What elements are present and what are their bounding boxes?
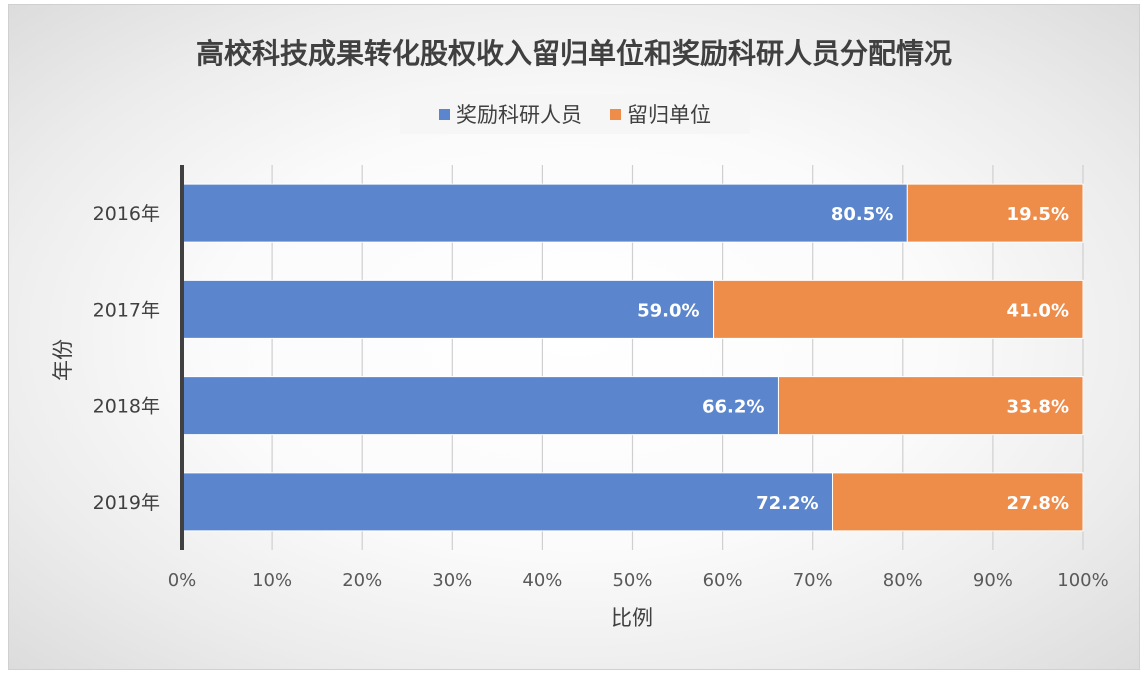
x-tick-label: 0% [168, 570, 197, 591]
x-tick-label: 10% [252, 570, 292, 591]
x-tick-label: 60% [703, 570, 743, 591]
legend-swatch-series2 [610, 108, 621, 120]
x-tick-label: 50% [612, 570, 652, 591]
bar-series1 [181, 279, 715, 339]
bar-series2 [713, 279, 1084, 339]
bar-series2 [906, 183, 1084, 243]
chart-title: 高校科技成果转化股权收入留归单位和奖励科研人员分配情况 [195, 37, 952, 70]
data-label: 41.0% [1007, 300, 1069, 321]
legend-item-series1: 奖励科研人员 [439, 99, 582, 129]
legend-item-series2: 留归单位 [610, 99, 711, 129]
x-axis: 0% 10% 20% 30% 40% 50% 60% 70% 80% 90% 100% [168, 570, 1109, 591]
y-axis: 2016年 2017年 2018年 2019年 [93, 165, 184, 550]
data-label: 72.2% [756, 493, 818, 514]
x-tick-label: 70% [793, 570, 833, 591]
legend: 奖励科研人员 留归单位 [400, 94, 750, 134]
x-tick-label: 30% [432, 570, 472, 591]
data-label: 59.0% [637, 300, 699, 321]
data-labels: 80.5% 19.5% 59.0% 41.0% 66.2% 33.8% 72.2% 27.8% [637, 204, 1069, 514]
legend-label-series1: 奖励科研人员 [456, 103, 582, 127]
x-axis-title: 比例 [611, 606, 653, 630]
data-label: 66.2% [702, 397, 764, 418]
data-label: 33.8% [1007, 397, 1069, 418]
data-label: 80.5% [831, 204, 893, 225]
x-tick-label: 20% [342, 570, 382, 591]
y-axis-title: 年份 [51, 339, 75, 381]
bars [181, 183, 1084, 532]
y-tick-label: 2017年 [93, 299, 160, 321]
y-tick-label: 2016年 [93, 203, 160, 225]
bar-series2 [832, 472, 1084, 532]
legend-label-series2: 留归单位 [627, 103, 711, 127]
bar-series1 [181, 376, 779, 436]
x-tick-label: 80% [883, 570, 923, 591]
y-tick-label: 2018年 [93, 396, 160, 418]
bar-series2 [777, 376, 1084, 436]
y-tick-label: 2019年 [93, 492, 160, 514]
data-label: 19.5% [1007, 204, 1069, 225]
x-tick-label: 90% [973, 570, 1013, 591]
x-tick-label: 100% [1057, 570, 1108, 591]
legend-swatch-series1 [439, 108, 450, 120]
x-tick-label: 40% [522, 570, 562, 591]
bar-series1 [181, 183, 908, 243]
bar-series1 [181, 472, 834, 532]
data-label: 27.8% [1007, 493, 1069, 514]
